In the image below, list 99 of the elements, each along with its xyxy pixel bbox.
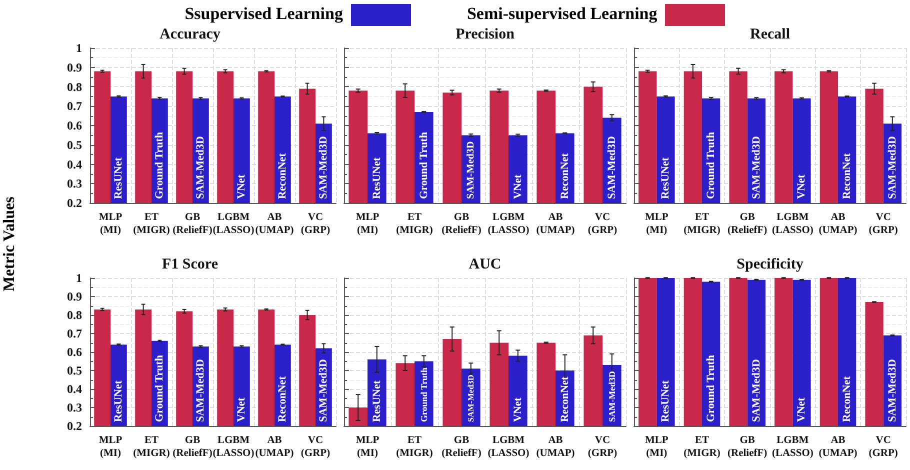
x-tick-label: VC (GRP) bbox=[588, 212, 618, 236]
annotation: SAM-Med3D bbox=[466, 374, 476, 422]
annotation: SAM-Med3D bbox=[886, 359, 898, 422]
annotation: Ground Truth bbox=[154, 355, 166, 422]
annotation: Ground Truth bbox=[418, 132, 430, 199]
x-tick-label: ET (MIGR) bbox=[396, 435, 434, 459]
x-tick-label: MLP (MI) bbox=[645, 212, 669, 236]
annotation: VNet bbox=[512, 397, 524, 422]
x-tick-label: AB (UMAP) bbox=[818, 435, 858, 459]
x-tick-label: GB (ReliefF) bbox=[172, 435, 213, 459]
annotation: SAM-Med3D bbox=[318, 359, 330, 422]
y-tick-label: 0.5 bbox=[67, 138, 82, 152]
annotation: ReconNet bbox=[558, 152, 571, 199]
chart-title: Recall bbox=[750, 26, 790, 42]
x-tick-label: MLP (MI) bbox=[356, 212, 380, 236]
x-tick-label: LGBM (LASSO) bbox=[488, 212, 530, 236]
x-tick-label: GB (ReliefF) bbox=[728, 435, 768, 459]
x-tick-label: ET (MIGR) bbox=[133, 435, 170, 459]
x-tick-label: LGBM (LASSO) bbox=[772, 212, 814, 236]
y-tick-label: 1 bbox=[76, 271, 82, 285]
annotation: ResUNet bbox=[660, 380, 672, 422]
annotation: SAM-Med3D bbox=[886, 136, 898, 199]
x-tick-label: AB (UMAP) bbox=[536, 435, 576, 459]
annotation: SAM-Med3D bbox=[194, 136, 207, 199]
y-axis-title: Metric Values bbox=[1, 196, 19, 294]
y-tick-label: 0.3 bbox=[67, 176, 82, 191]
x-tick-label: VC (GRP) bbox=[868, 212, 898, 236]
y-tick-label: 1 bbox=[76, 41, 82, 55]
y-tick-label: 0.4 bbox=[67, 157, 82, 172]
annotation: SAM-Med3D bbox=[194, 359, 207, 422]
annotation: ReconNet bbox=[558, 376, 571, 422]
y-tick-label: 0.7 bbox=[67, 326, 82, 340]
annotation: SAM-Med3D bbox=[465, 141, 476, 199]
x-tick-label: GB (ReliefF) bbox=[442, 212, 482, 236]
y-tick-label: 0.2 bbox=[67, 196, 82, 210]
legend-label: Ssupervised Learning bbox=[184, 4, 343, 23]
x-tick-label: GB (ReliefF) bbox=[442, 435, 482, 459]
annotation: ReconNet bbox=[841, 376, 854, 422]
x-tick-label: MLP (MI) bbox=[645, 435, 669, 459]
annotation: ReconNet bbox=[841, 152, 854, 199]
y-tick-label: 0.3 bbox=[67, 400, 82, 414]
annotation: VNet bbox=[796, 174, 808, 199]
x-tick-label: MLP (MI) bbox=[98, 435, 123, 459]
x-tick-label: LGBM (LASSO) bbox=[212, 435, 255, 459]
x-tick-label: GB (ReliefF) bbox=[172, 212, 213, 236]
y-tick-label: 0.6 bbox=[67, 345, 82, 359]
legend-label: Semi-supervised Learning bbox=[466, 4, 658, 23]
x-tick-label: VC (GRP) bbox=[300, 212, 331, 236]
x-tick-label: AB (UMAP) bbox=[255, 212, 294, 236]
annotation: SAM-Med3D bbox=[606, 136, 618, 199]
y-tick-label: 0.6 bbox=[67, 118, 82, 132]
x-tick-label: VC (GRP) bbox=[868, 435, 898, 459]
annotation: Ground Truth bbox=[705, 355, 718, 422]
annotation: ReconNet bbox=[276, 152, 289, 199]
annotation: ReconNet bbox=[276, 376, 289, 422]
y-tick-label: 0.4 bbox=[67, 382, 82, 396]
annotation: SAM-Med3D bbox=[318, 136, 330, 199]
annotation: ResUNet bbox=[370, 380, 383, 422]
annotation: VNet bbox=[796, 397, 808, 422]
annotation: VNet bbox=[236, 397, 248, 422]
x-tick-label: ET (MIGR) bbox=[133, 212, 170, 236]
chart-title: Precision bbox=[456, 26, 516, 42]
y-tick-label: 0.8 bbox=[67, 80, 82, 94]
x-tick-label: VC (GRP) bbox=[588, 435, 618, 459]
annotation: ResUNet bbox=[660, 157, 672, 199]
annotation: Ground Truth bbox=[154, 132, 166, 199]
y-tick-label: 0.9 bbox=[67, 60, 82, 74]
y-tick-label: 0.7 bbox=[67, 99, 82, 114]
x-tick-label: MLP (MI) bbox=[98, 212, 123, 236]
x-tick-label: ET (MIGR) bbox=[684, 435, 721, 459]
chart-title: Accuracy bbox=[160, 26, 221, 42]
x-tick-label: AB (UMAP) bbox=[536, 212, 576, 236]
annotation: ResUNet bbox=[112, 157, 125, 199]
annotation: ResUNet bbox=[370, 157, 383, 199]
y-tick-label: 0.2 bbox=[67, 419, 82, 433]
x-tick-label: ET (MIGR) bbox=[684, 212, 721, 236]
annotation: SAM-Med3D bbox=[750, 359, 762, 422]
annotation: SAM-Med3D bbox=[750, 136, 762, 199]
annotation: Ground Truth bbox=[705, 132, 718, 199]
annotation: VNet bbox=[236, 174, 248, 199]
x-tick-label: VC (GRP) bbox=[300, 435, 331, 459]
annotation: ResUNet bbox=[112, 380, 125, 422]
chart-title: Specificity bbox=[736, 256, 804, 272]
chart-title: AUC bbox=[468, 256, 502, 272]
chart-title: F1 Score bbox=[162, 256, 218, 272]
x-tick-label: GB (ReliefF) bbox=[728, 212, 768, 236]
x-tick-label: LGBM (LASSO) bbox=[212, 212, 255, 236]
x-tick-label: ET (MIGR) bbox=[396, 212, 434, 236]
x-tick-label: AB (UMAP) bbox=[255, 435, 294, 459]
y-tick-label: 0.5 bbox=[67, 364, 82, 378]
y-tick-label: 0.8 bbox=[67, 308, 82, 322]
x-tick-label: LGBM (LASSO) bbox=[772, 435, 814, 459]
x-tick-label: LGBM (LASSO) bbox=[488, 435, 530, 459]
x-tick-label: MLP (MI) bbox=[356, 435, 380, 459]
x-tick-label: AB (UMAP) bbox=[818, 212, 858, 236]
annotation: VNet bbox=[512, 174, 524, 199]
annotation: Ground Truth bbox=[418, 367, 429, 422]
y-tick-label: 0.9 bbox=[67, 290, 82, 304]
annotation: SAM-Med3D bbox=[606, 371, 617, 422]
